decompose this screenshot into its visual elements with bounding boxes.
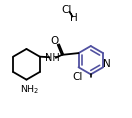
- Text: NH: NH: [45, 53, 60, 63]
- Text: N: N: [103, 59, 111, 69]
- Text: NH$_2$: NH$_2$: [20, 83, 39, 96]
- Text: Cl: Cl: [73, 72, 83, 82]
- Text: Cl: Cl: [61, 5, 72, 15]
- Text: O: O: [50, 36, 58, 46]
- Text: H: H: [70, 13, 77, 23]
